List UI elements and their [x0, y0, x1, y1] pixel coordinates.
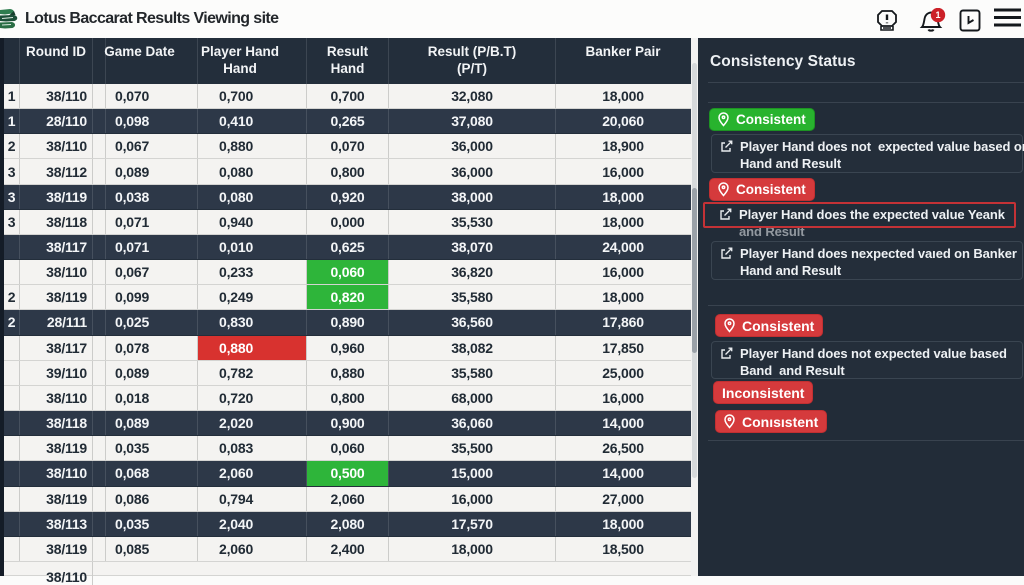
svg-text:1: 1: [935, 10, 940, 20]
